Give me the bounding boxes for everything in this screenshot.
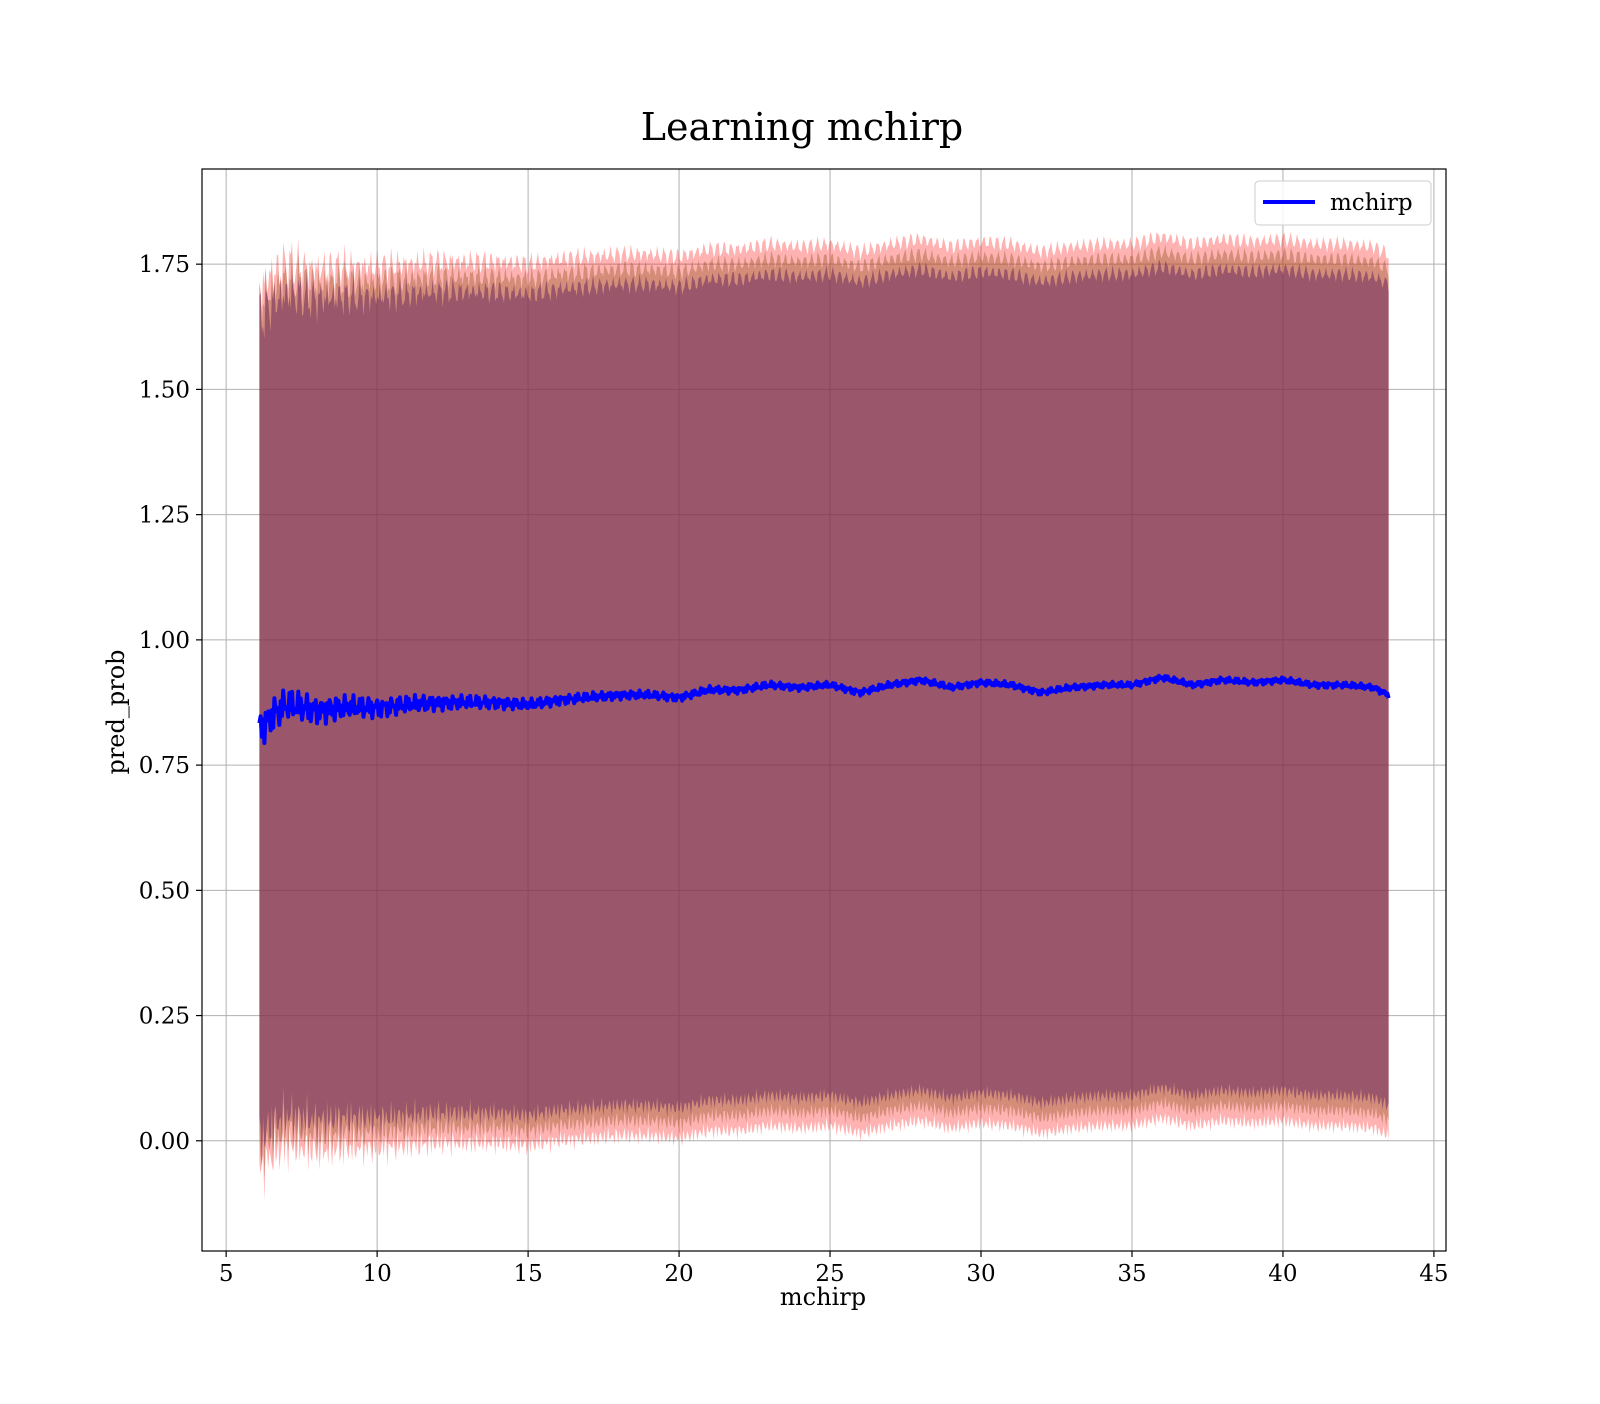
x-tick-label: 15 <box>513 1261 542 1287</box>
x-tick-label: 5 <box>219 1261 234 1287</box>
y-tick-label: 1.25 <box>139 503 190 529</box>
y-tick-label: 1.50 <box>139 377 190 403</box>
y-tick-label: 0.00 <box>139 1129 190 1155</box>
legend-label: mchirp <box>1330 190 1413 216</box>
series-lines <box>257 673 1391 745</box>
y-tick-label: 0.50 <box>139 878 190 904</box>
x-tick-label: 20 <box>664 1261 693 1287</box>
series-line-mchirp <box>257 673 1391 745</box>
y-tick-label: 1.00 <box>139 628 190 654</box>
plot-frame <box>201 168 1447 1252</box>
x-tick-label: 10 <box>362 1261 391 1287</box>
y-axis-ticks: 0.00 0.25 0.50 0.75 1.00 1.25 1.50 1.75 <box>139 252 202 1155</box>
x-tick-label: 45 <box>1419 1261 1448 1287</box>
y-tick-label: 0.25 <box>139 1004 190 1030</box>
y-axis-label: pred_prob <box>102 649 130 774</box>
confidence-band-2 <box>259 259 1389 1164</box>
legend: mchirp <box>1254 180 1432 226</box>
x-axis-label: mchirp <box>780 1283 866 1311</box>
legend-box <box>1254 180 1432 226</box>
x-tick-label: 25 <box>815 1261 844 1287</box>
y-tick-label: 0.75 <box>139 753 190 779</box>
y-tick-label: 1.75 <box>139 252 190 278</box>
x-tick-label: 35 <box>1117 1261 1146 1287</box>
x-tick-label: 40 <box>1268 1261 1297 1287</box>
x-tick-label: 30 <box>966 1261 995 1287</box>
confidence-bands <box>259 231 1389 1202</box>
x-axis-ticks: 5 10 15 20 25 30 35 40 45 <box>219 1251 1449 1287</box>
chart-title: Learning mchirp <box>641 105 963 149</box>
